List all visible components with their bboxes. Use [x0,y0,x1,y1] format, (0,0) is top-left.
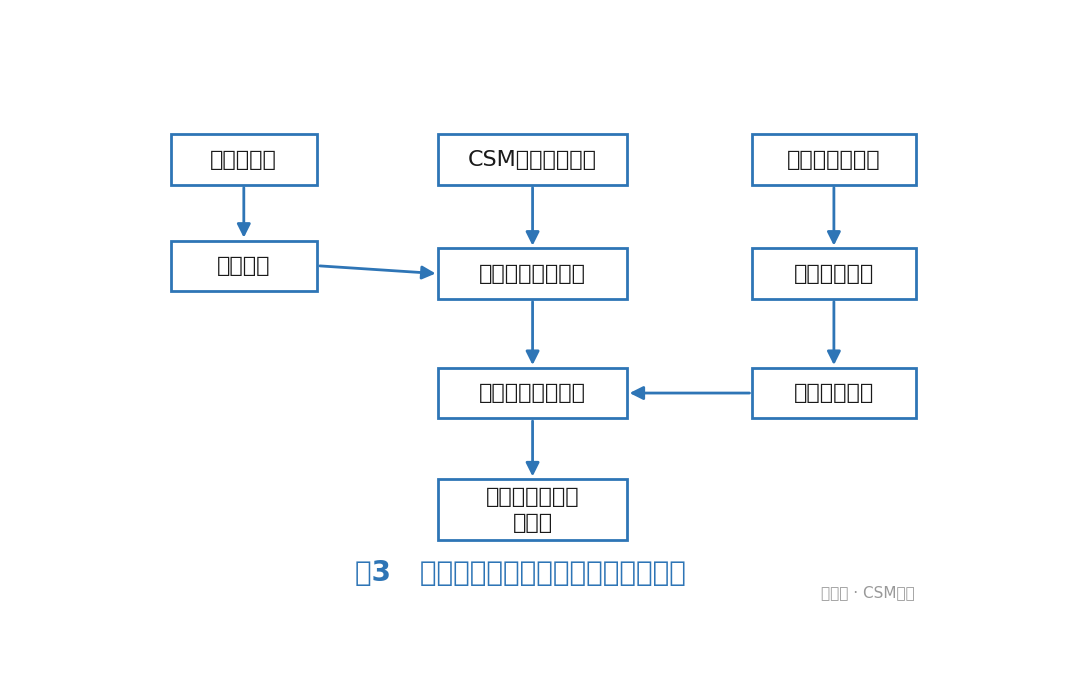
Text: 设备移位，施工
下墙段: 设备移位，施工 下墙段 [486,486,579,533]
Text: 水量、灰量计量: 水量、灰量计量 [787,150,880,169]
Text: 图3   双轮铣深层搅拌墙施工工艺流程示意: 图3 双轮铣深层搅拌墙施工工艺流程示意 [354,559,686,588]
FancyBboxPatch shape [171,134,318,185]
Text: CSM工法设备就位: CSM工法设备就位 [468,150,597,169]
Text: 公众号 · CSM工法: 公众号 · CSM工法 [821,586,915,601]
FancyBboxPatch shape [438,134,626,185]
Text: 配制水泥浆液: 配制水泥浆液 [794,264,874,284]
Text: 带水切削搅拌下沉: 带水切削搅拌下沉 [480,264,586,284]
FancyBboxPatch shape [753,368,916,418]
FancyBboxPatch shape [753,134,916,185]
Text: 泵送水泥浆液: 泵送水泥浆液 [794,383,874,403]
FancyBboxPatch shape [438,368,626,418]
Text: 高压空气: 高压空气 [217,256,271,276]
FancyBboxPatch shape [171,240,318,291]
Text: 空气压缩机: 空气压缩机 [211,150,278,169]
FancyBboxPatch shape [438,249,626,299]
FancyBboxPatch shape [438,480,626,540]
Text: 提升喷浆搅拌成墙: 提升喷浆搅拌成墙 [480,383,586,403]
FancyBboxPatch shape [753,249,916,299]
